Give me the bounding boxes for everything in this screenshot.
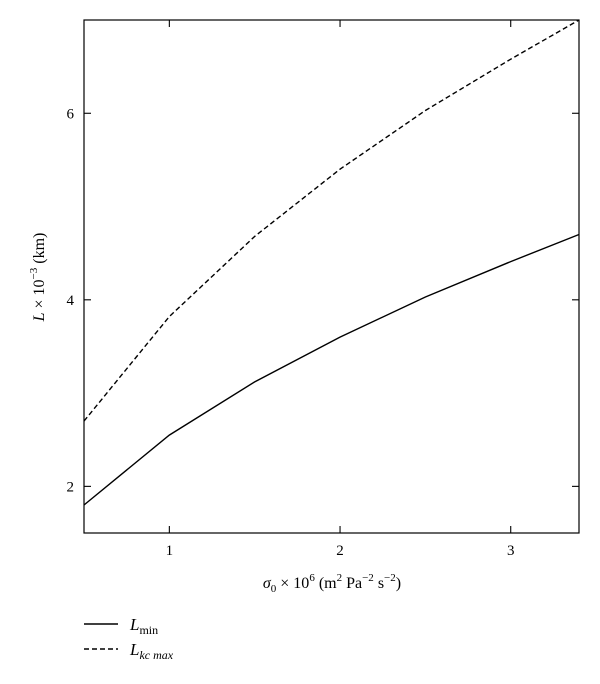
series-line-lkcmax [83,19,580,422]
legend-label-lkcmax: Lkc max [129,640,174,662]
y-tick-label: 6 [67,106,75,122]
y-axis-label: L × 10−3 (km) [28,233,48,323]
x-tick-label: 3 [507,543,515,559]
series-layer [83,19,580,506]
axis-ticks: 1 2 3 2 4 6 [67,20,579,559]
legend-label-lmin: Lmin [129,615,158,637]
series-line-lmin [83,233,580,506]
y-tick-label: 4 [67,293,75,309]
x-axis-label: σ0 × 106 (m2 Pa−2 s−2) [263,572,401,595]
legend: Lmin Lkc max [84,615,174,662]
x-tick-label: 2 [336,543,344,559]
y-tick-label: 2 [67,479,75,495]
plot-frame [83,19,580,534]
x-tick-label: 1 [166,543,174,559]
